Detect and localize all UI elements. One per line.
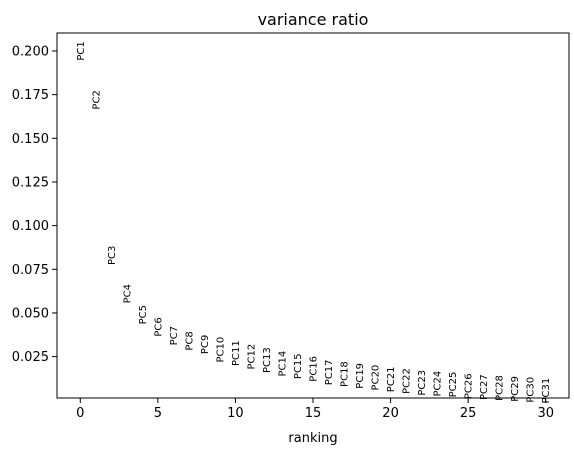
pc-label: PC12 [246, 344, 257, 370]
pc-label: PC31 [541, 378, 552, 404]
x-tick-label: 0 [76, 406, 84, 421]
pc-label: PC2 [91, 90, 102, 109]
pc-label: PC25 [448, 372, 459, 398]
x-tick-label: 20 [382, 406, 399, 421]
y-tick-label: 0.075 [12, 263, 49, 278]
data-labels: PC1 PC2 PC3 PC4 PC5 PC6 PC7 PC8 PC9 PC10 PC11 PC12 P… [76, 41, 552, 403]
y-axis-ticks: 0.025 0.050 0.075 0.100 0.125 0.150 0.175 0.200 [12, 44, 57, 365]
pc-label: PC23 [417, 370, 428, 396]
x-tick-label: 5 [154, 406, 162, 421]
pc-label: PC18 [340, 361, 351, 387]
pc-label: PC22 [402, 368, 413, 394]
pc-label: PC29 [510, 376, 521, 402]
pc-label: PC27 [479, 374, 490, 400]
pc-label: PC7 [169, 326, 180, 345]
y-tick-label: 0.150 [12, 132, 49, 147]
x-axis-label: ranking [288, 431, 337, 446]
y-tick-label: 0.025 [12, 350, 49, 365]
pc-label: PC17 [324, 359, 335, 385]
pc-label: PC4 [122, 284, 133, 303]
pc-label: PC14 [277, 351, 288, 377]
pc-label: PC10 [215, 337, 226, 363]
pc-label: PC11 [231, 340, 242, 366]
y-tick-label: 0.175 [12, 88, 49, 103]
pc-label: PC1 [76, 41, 87, 60]
pc-label: PC6 [153, 317, 164, 336]
pc-label: PC24 [433, 371, 444, 397]
x-axis-ticks: 0 5 10 15 20 25 30 [76, 398, 554, 421]
plot-frame [56, 32, 570, 399]
x-tick-label: 15 [305, 406, 322, 421]
pc-label: PC8 [184, 331, 195, 350]
y-tick-label: 0.125 [12, 175, 49, 190]
x-tick-label: 10 [227, 406, 244, 421]
pc-label: PC20 [371, 365, 382, 391]
pc-label: PC15 [293, 353, 304, 379]
pc-label: PC9 [200, 335, 211, 354]
pc-label: PC16 [309, 356, 320, 382]
pc-label: PC13 [262, 347, 273, 373]
pc-label: PC30 [526, 377, 537, 403]
chart-title: variance ratio [258, 10, 369, 29]
x-tick-label: 30 [537, 406, 554, 421]
pc-label: PC28 [495, 375, 506, 401]
pc-label: PC21 [386, 366, 397, 392]
y-tick-label: 0.100 [12, 219, 49, 234]
x-tick-label: 25 [460, 406, 477, 421]
y-tick-label: 0.050 [12, 306, 49, 321]
pc-label: PC3 [107, 246, 118, 265]
pc-label: PC19 [355, 363, 366, 389]
pc-label: PC26 [464, 373, 475, 399]
pc-label: PC5 [138, 305, 149, 324]
y-tick-label: 0.200 [12, 44, 49, 59]
